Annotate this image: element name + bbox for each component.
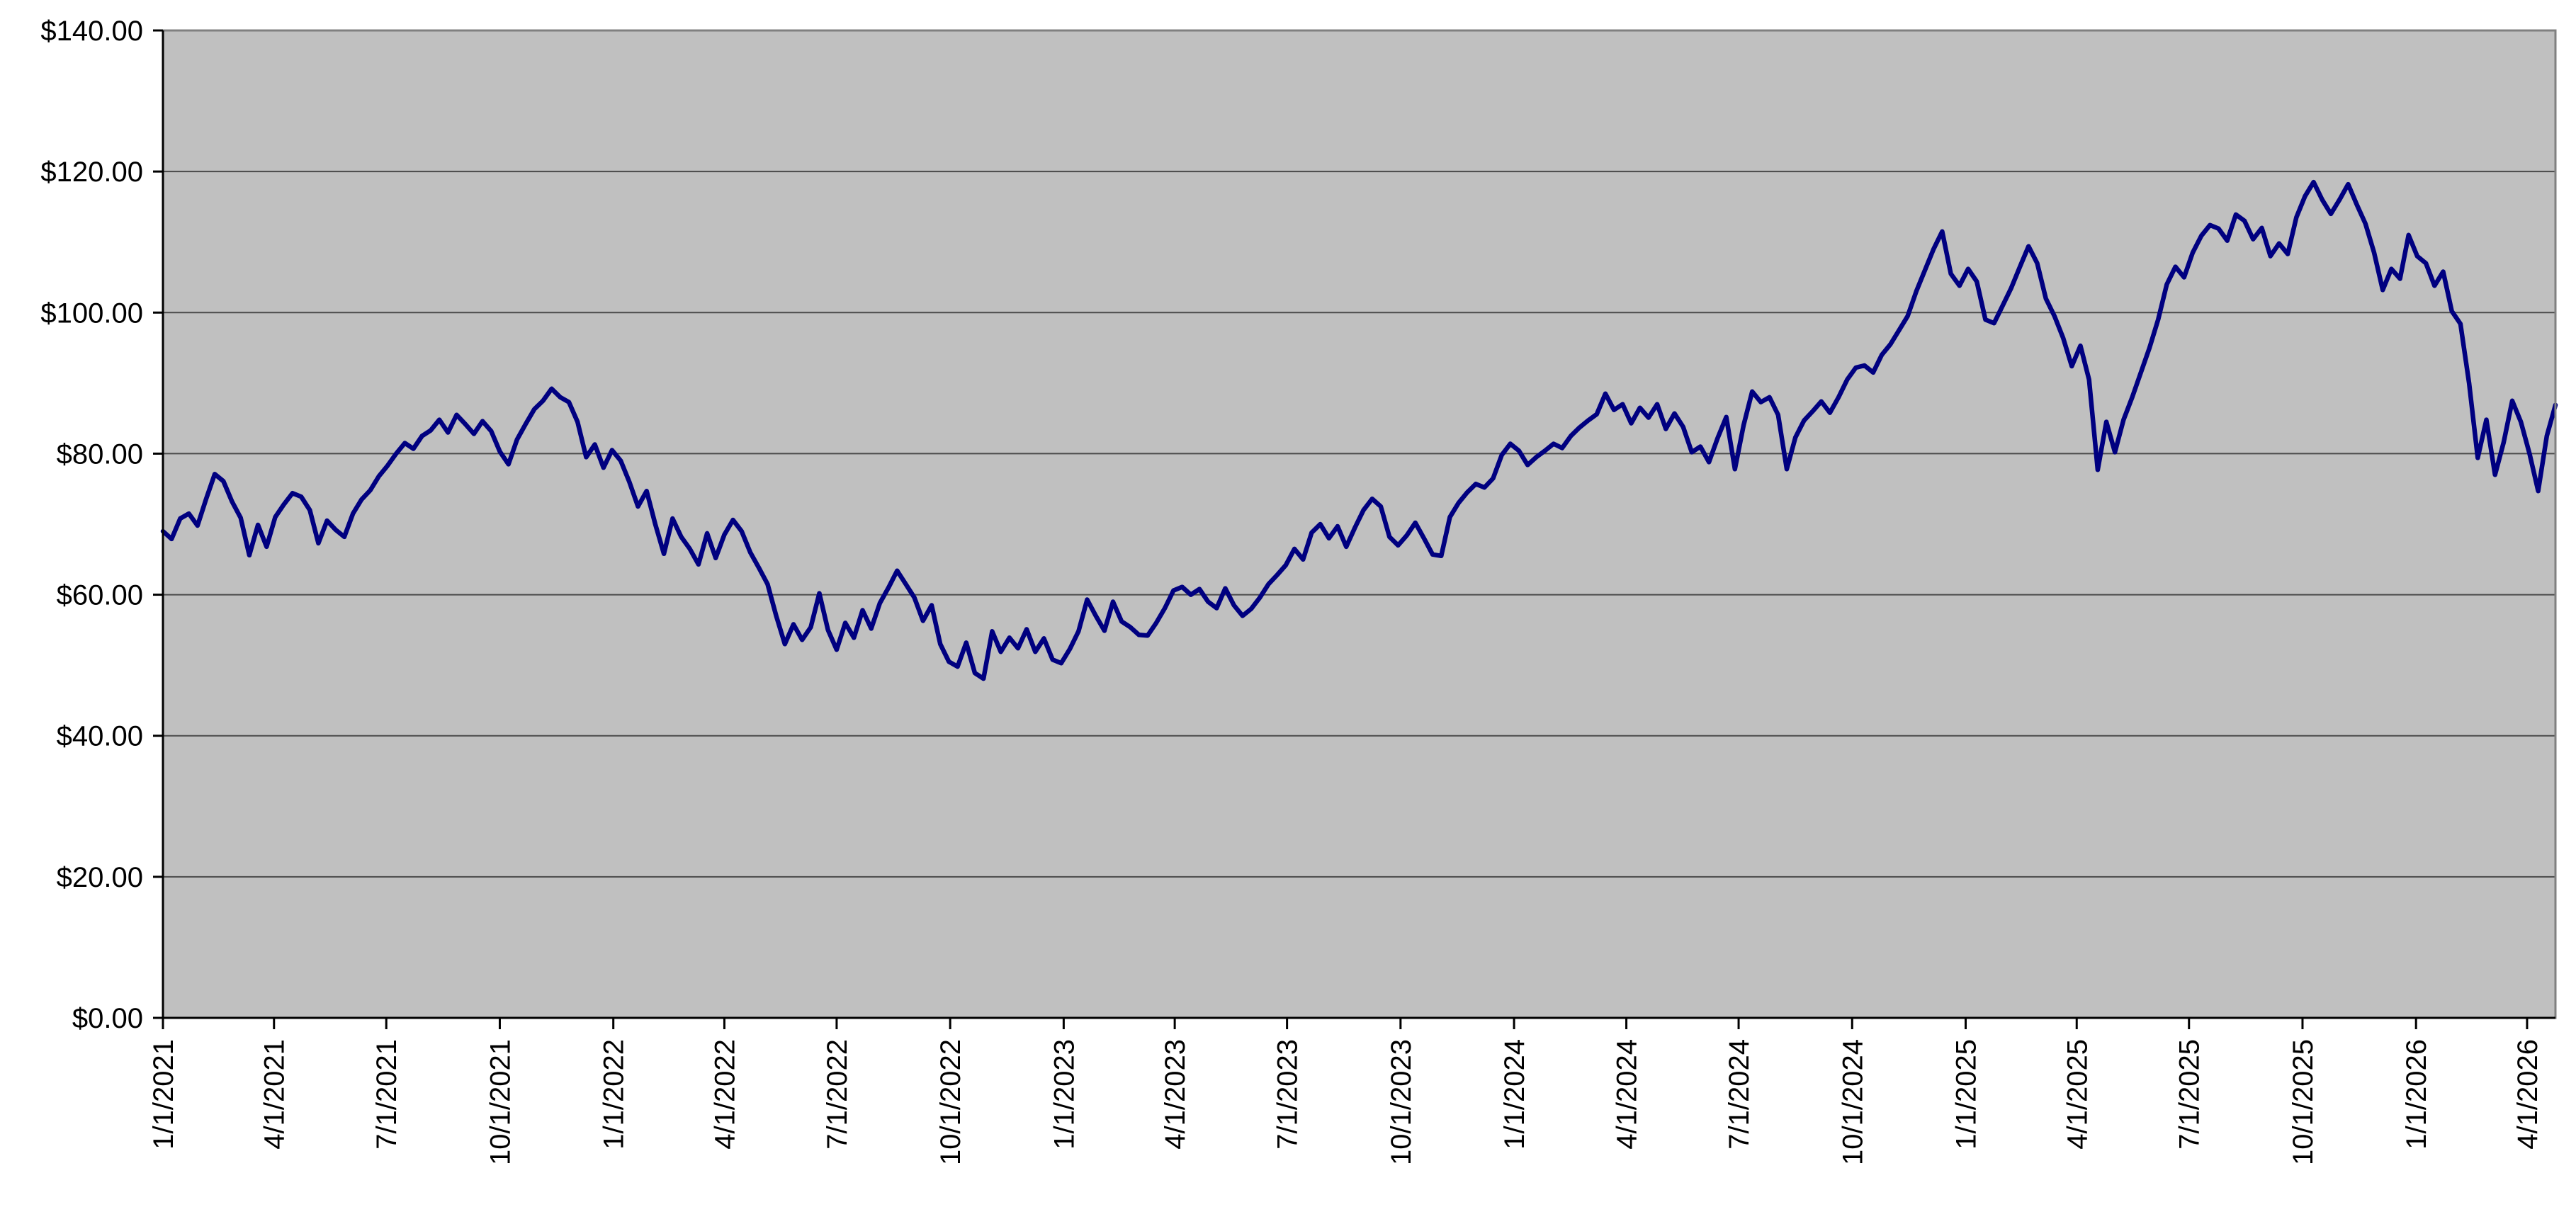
- y-axis-label: $40.00: [57, 721, 143, 752]
- y-axis-label: $60.00: [57, 580, 143, 611]
- y-axis-label: $140.00: [40, 16, 143, 47]
- y-axis-label: $20.00: [57, 862, 143, 893]
- x-axis-tick-label: 4/1/2023: [1160, 1039, 1191, 1150]
- x-axis-tick-label: 1/1/2022: [599, 1039, 630, 1150]
- x-axis-tick-label: 7/1/2024: [1724, 1039, 1755, 1150]
- x-axis-tick-label: 1/1/2026: [2401, 1039, 2432, 1150]
- x-axis-tick-label: 10/1/2022: [935, 1039, 966, 1165]
- x-axis-tick-label: 1/1/2021: [148, 1039, 179, 1150]
- x-axis-tick-label: 4/1/2024: [1612, 1039, 1643, 1150]
- y-axis-label: $0.00: [72, 1003, 143, 1034]
- x-axis-tick-label: 1/1/2025: [1951, 1039, 1982, 1150]
- x-axis-tick-label: 7/1/2022: [822, 1039, 853, 1150]
- x-axis-tick-label: 1/1/2023: [1049, 1039, 1080, 1150]
- x-axis-tick-label: 7/1/2023: [1272, 1039, 1304, 1150]
- axis-lines: [162, 30, 2555, 1019]
- x-axis-tick-label: 4/1/2022: [709, 1039, 740, 1150]
- price-line: [160, 179, 2558, 681]
- x-axis-tick-label: 10/1/2024: [1837, 1039, 1868, 1165]
- x-axis-tick-label: 10/1/2023: [1386, 1039, 1417, 1165]
- x-axis-tick-label: 10/1/2025: [2288, 1039, 2319, 1165]
- x-axis-tick-label: 4/1/2026: [2512, 1039, 2543, 1150]
- x-axis-tick-label: 7/1/2025: [2174, 1039, 2205, 1150]
- y-axis-ticks: [153, 29, 163, 1019]
- price-series: [160, 179, 2558, 681]
- y-axis-labels: $140.00 $120.00 $100.00 $80.00 $60.00 $40.00 $…: [40, 16, 143, 1034]
- y-axis-label: $120.00: [40, 157, 143, 188]
- x-axis-tick-label: 10/1/2021: [485, 1039, 516, 1165]
- x-axis-tick-label: 4/1/2025: [2062, 1039, 2093, 1150]
- x-axis-tick-label: 1/1/2024: [1499, 1039, 1530, 1150]
- x-axis-tick-label: 4/1/2021: [259, 1039, 290, 1150]
- x-axis-labels: 1/1/2021 4/1/2021 7/1/2021 10/1/2021 1/1/202…: [148, 1039, 2543, 1165]
- y-axis-label: $80.00: [57, 438, 143, 470]
- x-axis-tick-label: 7/1/2021: [371, 1039, 402, 1150]
- plot-area-background: [163, 30, 2555, 1018]
- y-axis-label: $100.00: [40, 298, 143, 329]
- x-axis-ticks: [162, 1018, 2529, 1029]
